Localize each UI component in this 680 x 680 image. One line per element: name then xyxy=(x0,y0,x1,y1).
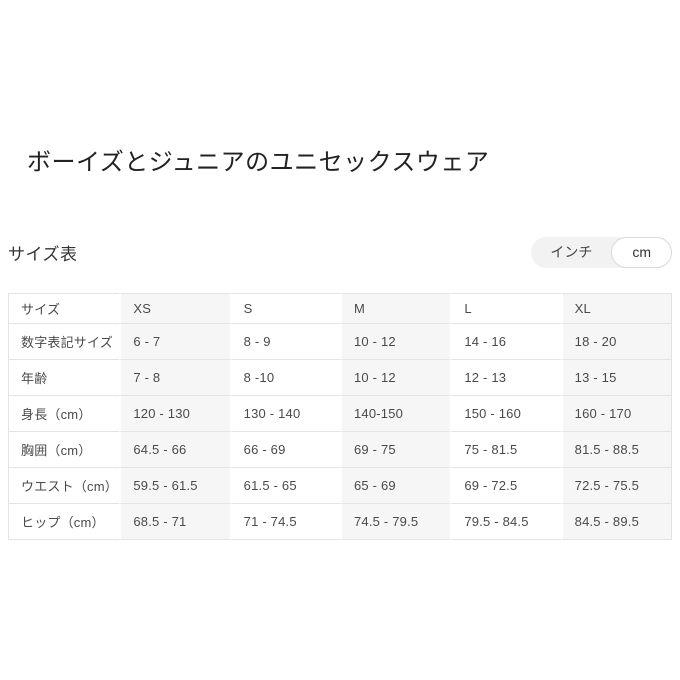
table-row-waist: ウエスト（cm） 59.5 - 61.5 61.5 - 65 65 - 69 6… xyxy=(9,468,671,504)
table-row-chest: 胸囲（cm） 64.5 - 66 66 - 69 69 - 75 75 - 81… xyxy=(9,432,671,468)
cell-value: 13 - 15 xyxy=(560,360,671,396)
cell-value: 81.5 - 88.5 xyxy=(560,432,671,468)
cell-value: 71 - 74.5 xyxy=(229,504,340,540)
column-header-m: M xyxy=(339,293,451,324)
cell-value: 68.5 - 71 xyxy=(119,504,230,540)
cell-value: 8 -10 xyxy=(229,360,340,396)
cell-value: 69 - 72.5 xyxy=(450,468,561,504)
unit-option-cm-selected[interactable]: cm xyxy=(611,237,672,268)
cell-value: 130 - 140 xyxy=(229,396,340,432)
cell-value: 120 - 130 xyxy=(119,396,230,432)
row-label: 数字表記サイズ xyxy=(9,324,120,360)
row-label: 身長（cm） xyxy=(9,396,120,432)
page-title: ボーイズとジュニアのユニセックスウェア xyxy=(27,149,490,176)
row-label: ウエスト（cm） xyxy=(9,468,120,504)
column-header-label: サイズ xyxy=(9,293,120,324)
table-row-numeric-size: 数字表記サイズ 6 - 7 8 - 9 10 - 12 14 - 16 18 -… xyxy=(9,324,671,360)
cell-value: 65 - 69 xyxy=(339,468,451,504)
cell-value: 10 - 12 xyxy=(339,324,451,360)
unit-toggle: インチ cm xyxy=(531,237,672,268)
table-row-hip: ヒップ（cm） 68.5 - 71 71 - 74.5 74.5 - 79.5 … xyxy=(9,504,671,540)
cell-value: 140-150 xyxy=(339,396,451,432)
column-header-s: S xyxy=(229,293,340,324)
cell-value: 6 - 7 xyxy=(119,324,230,360)
cell-value: 10 - 12 xyxy=(339,360,451,396)
unit-option-inch[interactable]: インチ xyxy=(550,244,593,260)
size-chart-heading: サイズ表 xyxy=(8,245,78,264)
column-header-l: L xyxy=(450,293,561,324)
column-header-xl: XL xyxy=(560,293,671,324)
size-chart-header: サイズ表 インチ cm xyxy=(8,237,672,268)
cell-value: 69 - 75 xyxy=(339,432,451,468)
cell-value: 160 - 170 xyxy=(560,396,671,432)
cell-value: 66 - 69 xyxy=(229,432,340,468)
cell-value: 79.5 - 84.5 xyxy=(450,504,561,540)
cell-value: 150 - 160 xyxy=(450,396,561,432)
size-table-head: サイズ XS S M L XL xyxy=(9,293,671,324)
cell-value: 7 - 8 xyxy=(119,360,230,396)
row-label: 胸囲（cm） xyxy=(9,432,120,468)
table-row-age: 年齢 7 - 8 8 -10 10 - 12 12 - 13 13 - 15 xyxy=(9,360,671,396)
size-table-body: 数字表記サイズ 6 - 7 8 - 9 10 - 12 14 - 16 18 -… xyxy=(9,324,671,540)
cell-value: 75 - 81.5 xyxy=(450,432,561,468)
row-label: ヒップ（cm） xyxy=(9,504,120,540)
cell-value: 84.5 - 89.5 xyxy=(560,504,671,540)
size-table: サイズ XS S M L XL 数字表記サイズ 6 - 7 8 - 9 10 -… xyxy=(8,293,672,540)
cell-value: 74.5 - 79.5 xyxy=(339,504,451,540)
row-label: 年齢 xyxy=(9,360,120,396)
table-row-height: 身長（cm） 120 - 130 130 - 140 140-150 150 -… xyxy=(9,396,671,432)
cell-value: 8 - 9 xyxy=(229,324,340,360)
cell-value: 59.5 - 61.5 xyxy=(119,468,230,504)
cell-value: 14 - 16 xyxy=(450,324,561,360)
column-header-xs: XS xyxy=(119,293,230,324)
cell-value: 12 - 13 xyxy=(450,360,561,396)
table-header-row: サイズ XS S M L XL xyxy=(9,293,671,324)
cell-value: 61.5 - 65 xyxy=(229,468,340,504)
cell-value: 72.5 - 75.5 xyxy=(560,468,671,504)
cell-value: 64.5 - 66 xyxy=(119,432,230,468)
cell-value: 18 - 20 xyxy=(560,324,671,360)
